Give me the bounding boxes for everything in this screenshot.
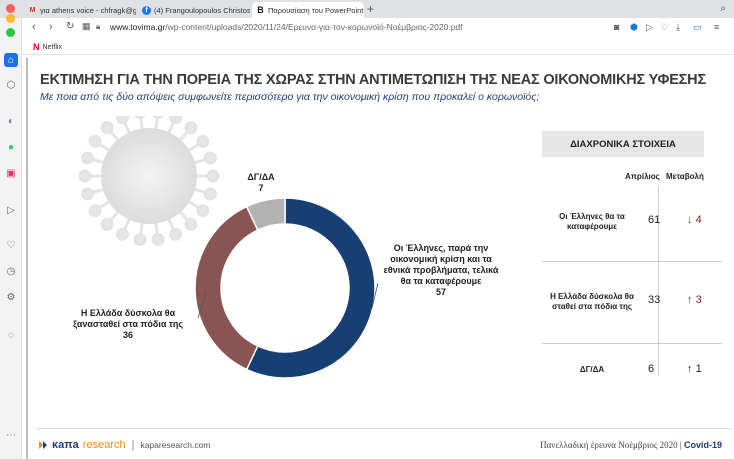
row-april: 6 [648, 363, 655, 375]
window-close-dot[interactable] [6, 4, 15, 13]
row-april: 33 [648, 294, 661, 306]
bookmark-label: Netflix [42, 43, 62, 51]
back-icon[interactable]: ‹ [32, 21, 36, 33]
more-icon[interactable]: ⋯ [6, 429, 16, 441]
logo-mark-icon [39, 441, 47, 449]
row-divider [542, 343, 722, 344]
browser-tab-bar: M για athens voice - chfragk@gm ✕ f (4) … [0, 0, 734, 18]
browser-toolbar: ‹ › ↻ ▦ 🔒︎ www.tovima.gr/wp-content/uplo… [0, 18, 734, 39]
tab-label: Παρουσίαση του PowerPoint [268, 5, 364, 15]
browser-sidebar: ⌂ ⬡ ◐ ● ▣ ▷ ♡ ◷ ⚙ ◌ ⋯ [0, 14, 22, 459]
netflix-icon: N [33, 42, 40, 52]
heart-icon[interactable]: ♡ [661, 22, 670, 32]
donut-label-struggle: Η Ελλάδα δύσκολα θα ξανασταθεί στα πόδια… [68, 308, 188, 341]
row-april: 61 [648, 214, 661, 226]
tab-gmail[interactable]: M για athens voice - chfragk@gm ✕ [24, 2, 136, 18]
battery-icon[interactable]: ▭ [693, 22, 702, 32]
tab-label: (4) Frangoulopoulos Christos [154, 5, 250, 15]
survey-text: Πανελλαδική έρευνα Νοέμβριος 2020 | [540, 440, 682, 450]
window-minimize-dot[interactable] [6, 14, 15, 23]
grid-icon[interactable]: ▦ [82, 21, 91, 31]
window-zoom-dot[interactable] [6, 28, 15, 37]
footer-site: kaparesearch.com [140, 440, 211, 450]
bulb-icon[interactable]: ◌ [8, 329, 14, 341]
label-line: εθνικά προβλήματα, τελικά [383, 265, 499, 275]
clock-icon[interactable]: ◷ [6, 265, 16, 277]
logo-research: research [82, 439, 126, 451]
row-label-line: Η Ελλάδα δύσκολα θα [550, 292, 634, 301]
kapa-research-logo: κaπa research | kaparesearch.com [38, 439, 210, 451]
donut-label-manage: Οι Έλληνες, παρά την οικονομική κρίση κα… [376, 243, 506, 298]
col-header-april: Απρίλιος [625, 172, 660, 181]
download-icon[interactable]: ⤓ [676, 22, 680, 32]
messenger-icon[interactable]: ◐ [7, 115, 15, 127]
tab-label: για athens voice - chfragk@gm [40, 5, 136, 15]
row-divider [542, 261, 722, 262]
heart-icon[interactable]: ♡ [6, 239, 16, 251]
virus-illustration [78, 116, 220, 246]
donut-chart [194, 198, 376, 378]
donut-segment-struggle [194, 205, 259, 371]
send-icon[interactable]: ▷ [646, 22, 653, 32]
camera-icon[interactable]: ◙ [614, 22, 620, 32]
footer-divider [36, 428, 730, 429]
shield-icon[interactable]: ⬢ [630, 22, 638, 32]
survey-tag: Covid-19 [683, 440, 722, 450]
arrow-up-icon: ↑ [687, 363, 693, 375]
instagram-icon[interactable]: ▣ [6, 167, 16, 179]
slide-title: ΕΚΤΙΜΗΣΗ ΓΙΑ ΤΗΝ ΠΟΡΕΙΑ ΤΗΣ ΧΩΡΑΣ ΣΤΗΝ Α… [40, 72, 706, 88]
panel-divider [658, 186, 659, 376]
whatsapp-icon[interactable]: ● [7, 141, 15, 153]
label-line: ΔΓ/ΔΑ [247, 172, 275, 182]
panel-title: ΔΙΑΧΡΟΝΙΚΑ ΣΤΟΙΧΕΙΑ [542, 131, 704, 157]
label-value: 36 [122, 330, 133, 340]
url-domain: www.tovima.gr [110, 22, 166, 32]
label-line: οικονομική κρίση και τα [390, 254, 492, 264]
pdf-slide: ΕΚΤΙΜΗΣΗ ΓΙΑ ΤΗΝ ΠΟΡΕΙΑ ΤΗΣ ΧΩΡΑΣ ΣΤΗΝ Α… [26, 58, 734, 459]
row-change: 3 [695, 294, 702, 306]
lock-icon: 🔒︎ [96, 22, 101, 31]
slide-subtitle: Με ποια από τις δύο απόψεις συμφωνείτε π… [40, 91, 540, 103]
label-value: 7 [258, 183, 264, 193]
donut-segment-manage [245, 198, 376, 378]
row-change: 4 [695, 214, 702, 226]
address-bar[interactable]: www.tovima.gr/wp-content/uploads/2020/11… [110, 22, 463, 32]
bookmark-netflix[interactable]: N Netflix [33, 42, 62, 52]
arrow-down-icon: ↓ [687, 214, 693, 226]
footer-survey: Πανελλαδική έρευνα Νοέμβριος 2020 | Covi… [540, 440, 722, 450]
arrow-up-icon: ↑ [687, 294, 693, 306]
gmail-icon: M [29, 6, 36, 14]
row-label: Οι Έλληνες θα τα καταφέρουμε [542, 212, 642, 232]
send-icon[interactable]: ▷ [7, 204, 15, 216]
gear-icon[interactable]: ⚙ [6, 291, 16, 303]
col-header-change: Μεταβολή [666, 172, 704, 181]
new-tab-button[interactable]: + [367, 2, 375, 16]
row-label-line: σταθεί στα πόδια της [551, 302, 633, 311]
donut-segment-dkna [245, 198, 286, 232]
row-change: 1 [695, 363, 702, 375]
logo-kapa: κaπa [52, 439, 79, 451]
menu-icon[interactable]: ≡ [714, 22, 720, 32]
label-line: θα τα καταφέρουμε [400, 276, 482, 286]
facebook-icon: f [142, 5, 151, 15]
blog-icon: B [257, 5, 264, 15]
bookmarks-bar: N Netflix [0, 39, 734, 55]
row-label-line: Οι Έλληνες θα τα [559, 212, 625, 221]
row-label: ΔΓ/ΔΑ [579, 365, 605, 374]
label-line: ξανασταθεί στα πόδια της [72, 319, 184, 329]
reload-icon[interactable]: ↻ [66, 21, 75, 32]
donut-label-dkna: ΔΓ/ΔΑ 7 [236, 172, 286, 194]
label-line: Η Ελλάδα δύσκολα θα [80, 308, 176, 318]
row-label-line: καταφέρουμε [567, 222, 617, 231]
row-label: Η Ελλάδα δύσκολα θα σταθεί στα πόδια της [542, 292, 642, 312]
forward-icon[interactable]: › [49, 21, 53, 33]
label-line: Οι Έλληνες, παρά την [393, 243, 489, 253]
url-path: /wp-content/uploads/2020/11/24/Ερευνα-γι… [165, 22, 463, 32]
tab-facebook[interactable]: f (4) Frangoulopoulos Christos ✕ [138, 2, 250, 18]
tab-powerpoint[interactable]: B Παρουσίαση του PowerPoint ✕ [252, 2, 364, 18]
search-icon[interactable]: ⌕ [720, 3, 726, 14]
label-value: 57 [435, 287, 446, 297]
home-icon[interactable]: ⌂ [4, 53, 18, 67]
extensions-icon[interactable]: ⬡ [6, 79, 16, 91]
